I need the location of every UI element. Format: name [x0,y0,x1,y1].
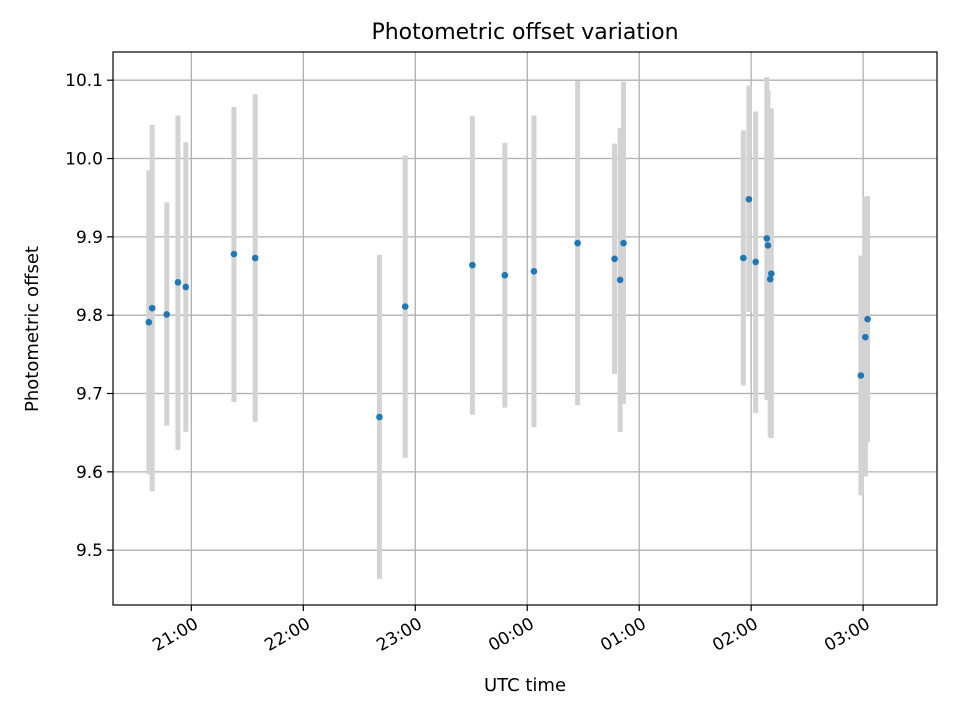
y-tick-label: 9.9 [76,228,103,248]
data-point [864,315,871,323]
data-point [182,283,190,291]
data-points [145,195,871,421]
y-tick-label: 9.8 [76,306,103,326]
plot-frame [112,51,938,606]
x-axis-label: UTC time [484,675,566,696]
data-point [763,235,771,242]
data-point [401,303,409,310]
data-point [251,254,259,262]
data-point [752,258,759,266]
data-point [469,261,476,269]
data-point [611,255,618,263]
y-tick-label: 10.0 [65,150,103,170]
data-point [616,276,624,284]
data-point [230,250,238,258]
data-point [620,239,627,247]
data-point [163,311,171,318]
y-tick-label: 9.6 [76,463,103,483]
data-point [174,278,182,286]
data-point [766,275,774,283]
y-tick-label: 9.7 [76,385,103,405]
data-point [862,333,869,341]
chart-title: Photometric offset variation [371,20,678,45]
data-point [764,242,772,249]
y-tick-label: 9.5 [76,541,103,561]
data-point [740,254,747,262]
y-tick-label: 10.1 [65,71,103,91]
data-point [768,270,775,277]
data-point [857,372,865,379]
data-point [145,318,153,326]
data-point [745,195,753,203]
y-axis-ticks: 9.5 9.6 9.7 9.8 9.9 10.0 10.1 [65,71,113,561]
data-point [530,268,538,275]
data-point [501,271,509,279]
data-point [574,239,581,247]
data-point [148,304,156,312]
data-point [376,413,383,421]
y-axis-label: Photometric offset [22,246,43,412]
